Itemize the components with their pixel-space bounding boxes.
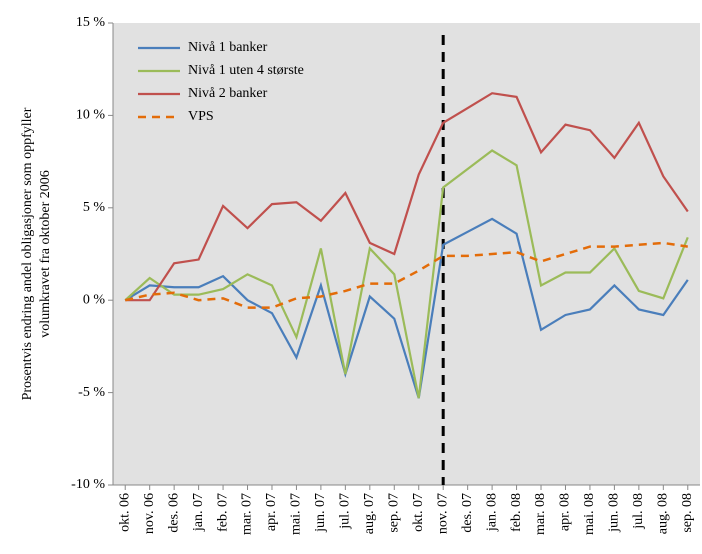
y-tick-label: 0 % xyxy=(83,292,106,307)
y-tick-label: 15 % xyxy=(76,15,106,30)
series-line xyxy=(124,149,689,399)
y-axis-label: Prosentvis endring andel obligasjoner so… xyxy=(20,107,35,400)
x-tick-label: mai. 08 xyxy=(582,493,597,535)
x-tick-label: sep. 08 xyxy=(680,493,695,533)
x-tick-label: jan. 08 xyxy=(484,493,499,532)
x-tick-label: mar. 08 xyxy=(533,493,548,535)
x-tick-label: aug. 08 xyxy=(656,493,671,534)
legend-label: VPS xyxy=(188,109,214,124)
y-tick-label: 10 % xyxy=(76,108,106,123)
x-tick-label: jun. 07 xyxy=(313,493,328,533)
x-tick-label: sep. 07 xyxy=(386,493,401,533)
plot-area xyxy=(113,23,700,485)
x-tick-label: jul. 07 xyxy=(338,493,353,530)
series-line xyxy=(125,92,689,302)
legend-label: Nivå 2 banker xyxy=(188,86,268,101)
x-tick-label: mai. 07 xyxy=(289,493,304,535)
legend-label: Nivå 1 banker xyxy=(188,40,268,55)
y-tick-label: -10 % xyxy=(71,477,105,492)
x-tick-label: des. 07 xyxy=(460,493,475,533)
x-tick-label: nov. 07 xyxy=(435,493,450,534)
x-tick-label: jan. 07 xyxy=(191,493,206,532)
x-tick-label: jun. 08 xyxy=(607,493,622,533)
x-tick-label: feb. 07 xyxy=(215,493,230,532)
y-tick-label: 5 % xyxy=(83,200,106,215)
y-tick-label: -5 % xyxy=(78,385,105,400)
x-tick-label: jul. 08 xyxy=(631,493,646,530)
x-tick-label: feb. 08 xyxy=(509,493,524,532)
x-tick-label: okt. 06 xyxy=(117,493,132,532)
x-tick-label: aug. 07 xyxy=(362,493,377,534)
legend-label: Nivå 1 uten 4 største xyxy=(188,63,304,78)
x-tick-label: des. 06 xyxy=(166,493,181,533)
x-tick-label: mar. 07 xyxy=(240,493,255,535)
x-tick-label: apr. 08 xyxy=(558,493,573,531)
x-tick-label: okt. 07 xyxy=(411,493,426,532)
x-tick-label: apr. 07 xyxy=(264,493,279,531)
y-axis-label: volumkravet fra oktober 2006 xyxy=(38,170,53,338)
x-tick-label: nov. 06 xyxy=(142,493,157,534)
series-line xyxy=(124,217,689,399)
